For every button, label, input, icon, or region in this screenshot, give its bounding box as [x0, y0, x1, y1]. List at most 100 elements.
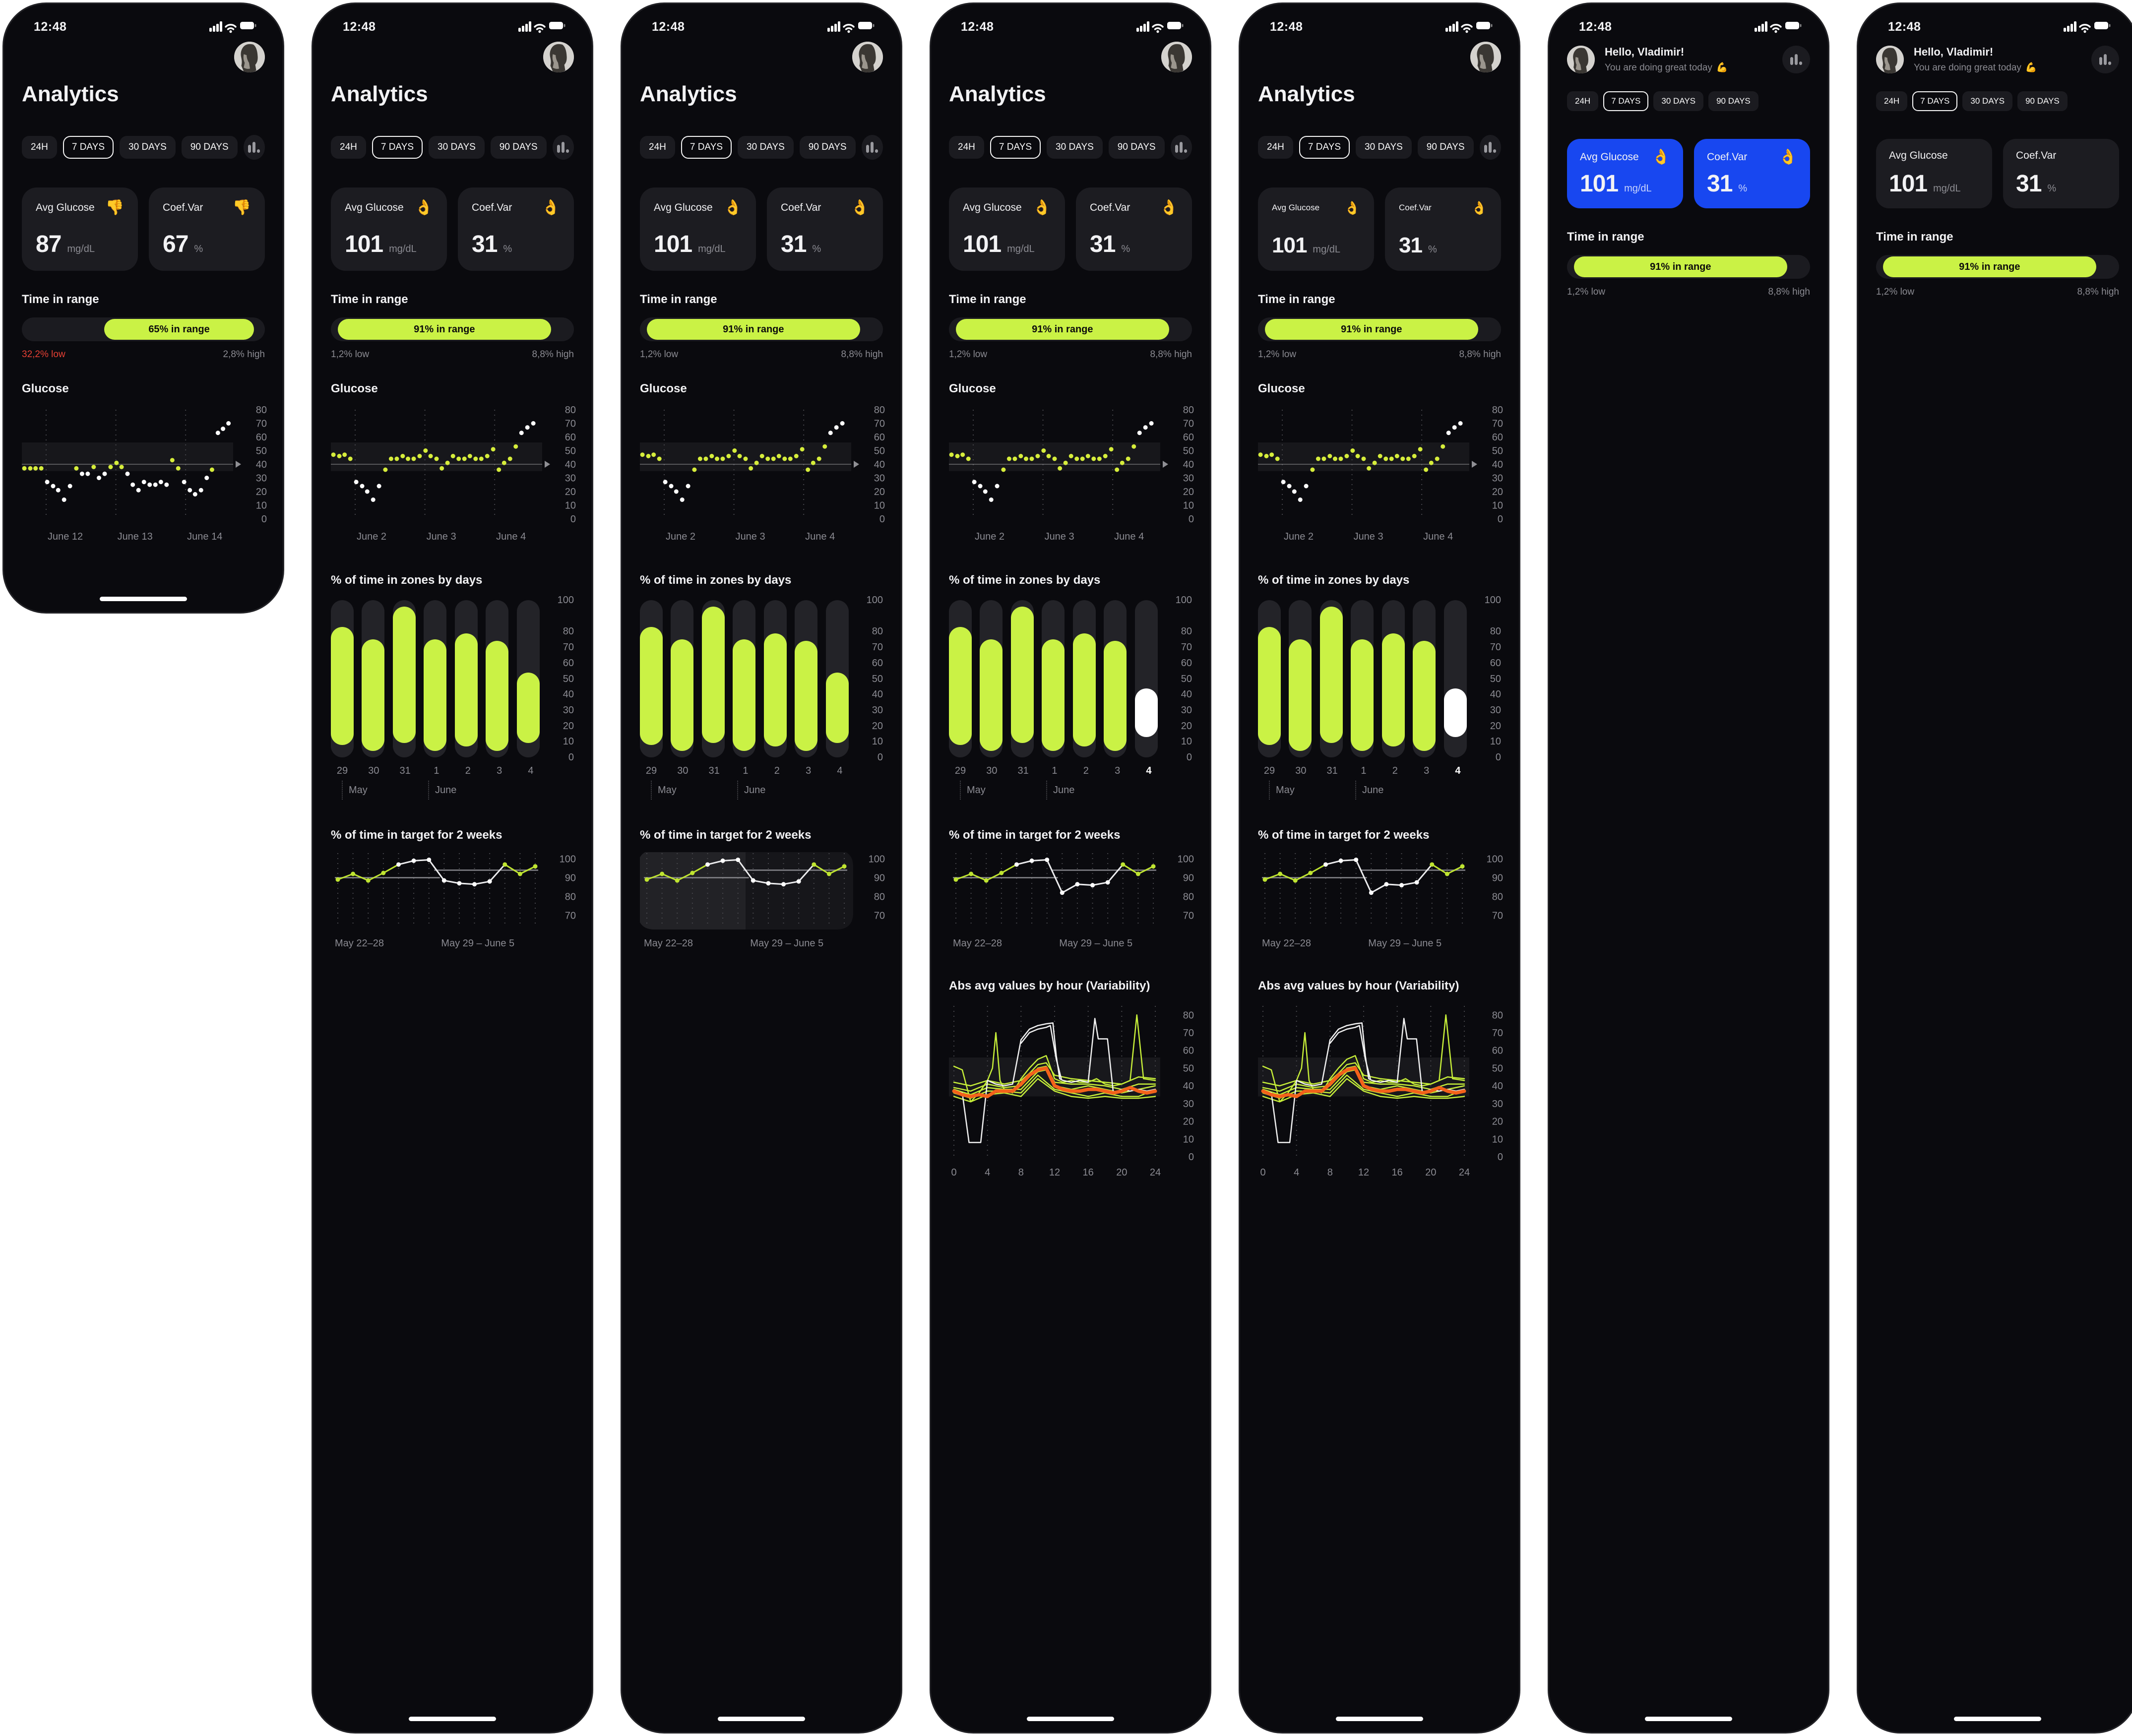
zone-bar-day-4[interactable]: [1443, 600, 1467, 757]
tab-7-days[interactable]: 7 DAYS: [1603, 91, 1649, 111]
tab-30-days[interactable]: 30 DAYS: [1356, 136, 1412, 159]
day-label[interactable]: 4: [528, 765, 534, 776]
day-label[interactable]: 3: [497, 765, 502, 776]
tab-24h[interactable]: 24H: [22, 136, 57, 159]
day-label[interactable]: 4: [1455, 765, 1461, 776]
zone-bar-day-4[interactable]: [825, 600, 849, 757]
chart-view-button[interactable]: [1782, 46, 1810, 73]
day-label[interactable]: 30: [368, 765, 379, 776]
profile-avatar[interactable]: [234, 42, 265, 72]
chart-view-button[interactable]: [1479, 135, 1501, 160]
zone-bar-day-3[interactable]: [1104, 600, 1127, 757]
chart-view-button[interactable]: [243, 135, 265, 160]
day-label[interactable]: 30: [986, 765, 998, 776]
day-label[interactable]: 31: [1326, 765, 1338, 776]
zone-bar-day-3[interactable]: [1413, 600, 1436, 757]
zone-bar-day-31[interactable]: [392, 600, 416, 757]
day-label[interactable]: 29: [954, 765, 966, 776]
zone-bar-day-31[interactable]: [701, 600, 725, 757]
coef-var-tile[interactable]: Coef.Var 👌 31%: [458, 187, 574, 271]
home-indicator[interactable]: [100, 597, 187, 601]
tab-24h[interactable]: 24H: [640, 136, 675, 159]
tab-7-days[interactable]: 7 DAYS: [990, 136, 1041, 159]
day-label[interactable]: 2: [1392, 765, 1398, 776]
tab-30-days[interactable]: 30 DAYS: [1962, 91, 2013, 111]
zone-bar-day-3[interactable]: [795, 600, 818, 757]
coef-var-tile[interactable]: Coef.Var 👌 31%: [767, 187, 883, 271]
avg-glucose-tile[interactable]: Avg Glucose 👌 101 mg/dL: [1258, 187, 1374, 271]
avg-glucose-tile[interactable]: Avg Glucose 👌 101 mg/dL: [1567, 139, 1683, 208]
day-label[interactable]: 29: [336, 765, 348, 776]
zone-bar-day-30[interactable]: [980, 600, 1003, 757]
home-indicator[interactable]: [1954, 1717, 2041, 1721]
zone-bar-day-2[interactable]: [763, 600, 787, 757]
tab-7-days[interactable]: 7 DAYS: [1299, 136, 1350, 159]
day-label[interactable]: 30: [1295, 765, 1307, 776]
day-label[interactable]: 31: [708, 765, 720, 776]
chart-view-button[interactable]: [1170, 135, 1192, 160]
day-label[interactable]: 31: [1017, 765, 1029, 776]
tab-24h[interactable]: 24H: [1258, 136, 1293, 159]
day-label[interactable]: 1: [1361, 765, 1367, 776]
tab-30-days[interactable]: 30 DAYS: [738, 136, 794, 159]
zone-bar-day-30[interactable]: [671, 600, 694, 757]
tab-24h[interactable]: 24H: [331, 136, 366, 159]
avg-glucose-tile[interactable]: Avg Glucose 👎 87 mg/dL: [22, 187, 138, 271]
home-indicator[interactable]: [1336, 1717, 1423, 1721]
tab-30-days[interactable]: 30 DAYS: [120, 136, 176, 159]
zone-bar-day-2[interactable]: [454, 600, 478, 757]
tab-90-days[interactable]: 90 DAYS: [181, 136, 238, 159]
tab-30-days[interactable]: 30 DAYS: [1653, 91, 1704, 111]
tab-90-days[interactable]: 90 DAYS: [799, 136, 856, 159]
tab-7-days[interactable]: 7 DAYS: [681, 136, 732, 159]
tab-90-days[interactable]: 90 DAYS: [1708, 91, 1758, 111]
chart-view-button[interactable]: [2091, 46, 2119, 73]
profile-avatar[interactable]: [543, 42, 574, 72]
zone-bar-day-2[interactable]: [1381, 600, 1405, 757]
day-label[interactable]: 4: [1146, 765, 1152, 776]
coef-var-tile[interactable]: Coef.Var 👌 31%: [1385, 187, 1501, 271]
zone-bar-day-2[interactable]: [1072, 600, 1096, 757]
zone-bar-day-31[interactable]: [1010, 600, 1034, 757]
day-label[interactable]: 31: [399, 765, 411, 776]
day-label[interactable]: 3: [1115, 765, 1121, 776]
day-label[interactable]: 3: [806, 765, 812, 776]
zone-bar-day-1[interactable]: [733, 600, 756, 757]
tab-90-days[interactable]: 90 DAYS: [1417, 136, 1474, 159]
profile-avatar[interactable]: [1470, 42, 1501, 72]
day-label[interactable]: 2: [465, 765, 471, 776]
zone-bar-day-29[interactable]: [949, 600, 972, 757]
home-indicator[interactable]: [409, 1717, 496, 1721]
coef-var-tile[interactable]: Coef.Var 👌 31%: [1694, 139, 1810, 208]
chart-view-button[interactable]: [552, 135, 574, 160]
zone-bar-day-3[interactable]: [486, 600, 509, 757]
profile-avatar[interactable]: [852, 42, 883, 72]
home-indicator[interactable]: [1027, 1717, 1114, 1721]
tab-24h[interactable]: 24H: [949, 136, 984, 159]
avg-glucose-tile[interactable]: Avg Glucose 👌 101 mg/dL: [949, 187, 1065, 271]
tab-90-days[interactable]: 90 DAYS: [1108, 136, 1165, 159]
day-label[interactable]: 3: [1424, 765, 1430, 776]
profile-avatar[interactable]: [1567, 46, 1595, 73]
profile-avatar[interactable]: [1876, 46, 1904, 73]
tab-7-days[interactable]: 7 DAYS: [372, 136, 423, 159]
day-label[interactable]: 1: [1052, 765, 1058, 776]
day-label[interactable]: 1: [743, 765, 749, 776]
day-label[interactable]: 29: [1263, 765, 1275, 776]
tab-24h[interactable]: 24H: [1876, 91, 1908, 111]
avg-glucose-tile[interactable]: Avg Glucose 👌 101 mg/dL: [331, 187, 447, 271]
day-label[interactable]: 4: [837, 765, 843, 776]
avg-glucose-tile[interactable]: Avg Glucose 101 mg/dL: [1876, 139, 1992, 208]
zone-bar-day-1[interactable]: [1351, 600, 1374, 757]
coef-var-tile[interactable]: Coef.Var 👌 31%: [1076, 187, 1192, 271]
day-label[interactable]: 2: [1083, 765, 1089, 776]
zone-bar-day-31[interactable]: [1319, 600, 1343, 757]
zone-bar-day-30[interactable]: [1289, 600, 1312, 757]
coef-var-tile[interactable]: Coef.Var 👎 67%: [149, 187, 265, 271]
zone-bar-day-29[interactable]: [331, 600, 354, 757]
tab-7-days[interactable]: 7 DAYS: [1912, 91, 1958, 111]
day-label[interactable]: 2: [774, 765, 780, 776]
tab-30-days[interactable]: 30 DAYS: [429, 136, 485, 159]
zone-bar-day-1[interactable]: [424, 600, 447, 757]
avg-glucose-tile[interactable]: Avg Glucose 👌 101 mg/dL: [640, 187, 756, 271]
